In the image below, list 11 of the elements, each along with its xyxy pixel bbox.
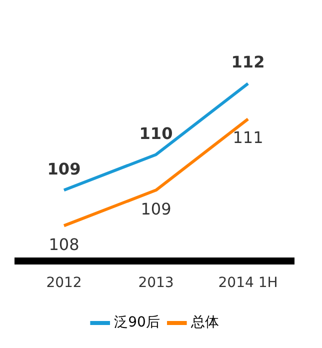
x-tick-label: 2013 bbox=[138, 275, 174, 292]
data-label: 109 bbox=[140, 199, 172, 218]
legend-label: 泛90后 bbox=[114, 314, 160, 331]
data-label: 108 bbox=[48, 234, 80, 254]
data-label: 110 bbox=[139, 124, 173, 143]
legend-label: 总体 bbox=[190, 314, 219, 331]
data-label: 112 bbox=[231, 52, 265, 72]
data-label: 109 bbox=[47, 159, 81, 178]
data-label: 111 bbox=[232, 128, 264, 148]
x-tick-label: 2012 bbox=[46, 275, 82, 292]
x-tick-label: 2014 1H bbox=[218, 275, 278, 292]
